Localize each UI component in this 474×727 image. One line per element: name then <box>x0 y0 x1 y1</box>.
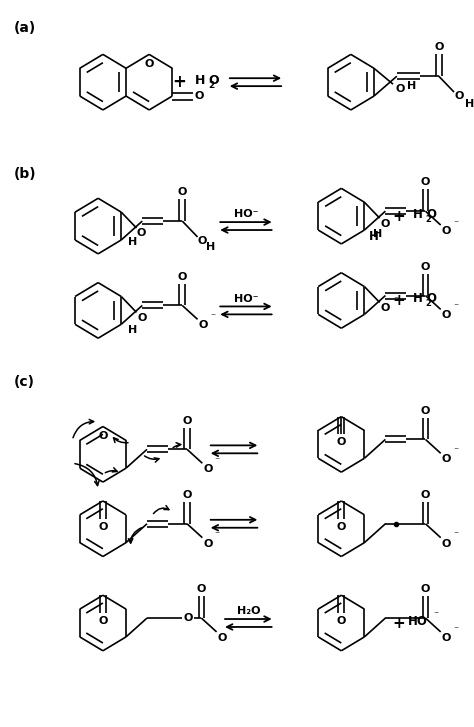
Text: O: O <box>137 228 146 238</box>
Text: 2: 2 <box>208 81 214 89</box>
Text: O: O <box>337 522 346 531</box>
Text: O: O <box>183 613 193 623</box>
Text: ⁻: ⁻ <box>453 531 458 541</box>
Text: O: O <box>194 91 204 101</box>
Text: (b): (b) <box>14 166 37 180</box>
Text: O: O <box>178 272 187 281</box>
Text: H: H <box>413 208 422 221</box>
Text: H: H <box>407 81 417 91</box>
Text: ⁻: ⁻ <box>453 219 458 229</box>
Text: H: H <box>373 229 383 239</box>
Text: H: H <box>206 242 216 252</box>
Text: HO⁻: HO⁻ <box>234 209 258 219</box>
Text: O: O <box>203 539 213 549</box>
Text: O: O <box>442 633 451 643</box>
Text: HO⁻: HO⁻ <box>234 294 258 303</box>
Text: (c): (c) <box>14 375 35 389</box>
Text: O: O <box>421 406 430 416</box>
Text: ⁻: ⁻ <box>453 302 458 313</box>
Text: O: O <box>421 177 430 188</box>
Text: ⁻: ⁻ <box>215 457 220 466</box>
Text: ⁻: ⁻ <box>215 531 220 541</box>
Text: O: O <box>442 226 451 236</box>
Text: ⁻: ⁻ <box>393 295 398 305</box>
Text: O: O <box>98 431 108 441</box>
Text: H: H <box>465 99 474 109</box>
Text: O: O <box>145 60 154 69</box>
Text: O: O <box>98 522 108 531</box>
Text: ⁻: ⁻ <box>453 446 458 457</box>
Text: O: O <box>178 188 187 197</box>
Text: O: O <box>442 539 451 549</box>
Text: H: H <box>413 292 422 305</box>
Text: ⁻: ⁻ <box>229 625 234 635</box>
Text: +: + <box>392 616 405 630</box>
Text: H: H <box>369 230 379 244</box>
Text: (a): (a) <box>14 20 36 35</box>
Text: 2: 2 <box>425 214 431 224</box>
Text: +: + <box>392 293 405 308</box>
Text: O: O <box>182 416 192 425</box>
Text: O: O <box>421 490 430 500</box>
Text: O: O <box>426 208 436 221</box>
Text: O: O <box>442 310 451 321</box>
Text: O: O <box>197 585 206 594</box>
Text: HO: HO <box>408 614 428 627</box>
Text: O: O <box>203 464 213 474</box>
Text: O: O <box>337 616 346 626</box>
Text: ⁻: ⁻ <box>210 313 215 322</box>
Text: O: O <box>198 236 207 246</box>
Text: O: O <box>199 321 208 330</box>
Text: O: O <box>426 292 436 305</box>
Text: O: O <box>381 219 390 229</box>
Text: O: O <box>218 633 227 643</box>
Text: +: + <box>172 73 186 91</box>
Text: O: O <box>454 91 464 101</box>
Text: 2: 2 <box>425 299 431 308</box>
Text: O: O <box>442 454 451 465</box>
Text: O: O <box>434 42 444 52</box>
Text: H: H <box>195 73 205 87</box>
Text: O: O <box>421 262 430 272</box>
Text: O: O <box>395 84 404 94</box>
Text: H: H <box>128 325 137 335</box>
Text: O: O <box>421 585 430 594</box>
Text: O: O <box>137 313 147 324</box>
Text: H₂O: H₂O <box>237 606 260 616</box>
Text: O: O <box>337 438 346 447</box>
Text: ⁻: ⁻ <box>433 610 438 620</box>
Text: H: H <box>128 237 137 247</box>
Text: O: O <box>98 616 108 626</box>
Text: O: O <box>182 490 192 500</box>
Text: ⁻: ⁻ <box>453 625 458 635</box>
Text: +: + <box>392 209 405 224</box>
Text: O: O <box>381 303 390 313</box>
Text: O: O <box>208 73 219 87</box>
